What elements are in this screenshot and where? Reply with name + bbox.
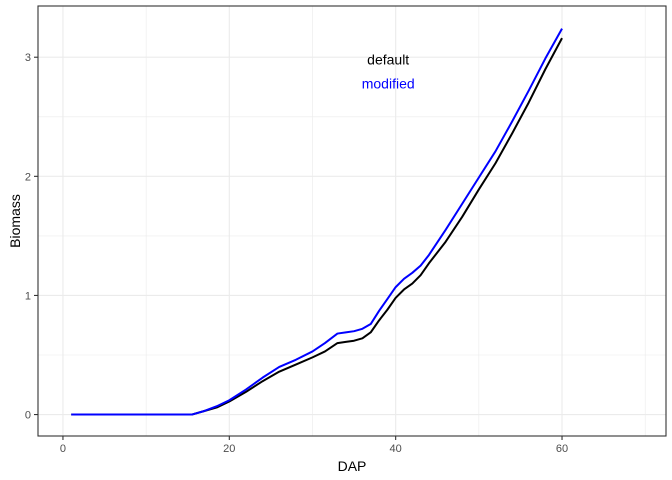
x-axis-title: DAP <box>338 458 367 474</box>
annotation-modified: modified <box>362 75 415 91</box>
series-line-modified <box>71 28 563 416</box>
y-axis-title: Biomass <box>7 194 23 248</box>
x-tick-label: 60 <box>556 443 568 455</box>
minor-gridlines <box>38 6 666 436</box>
y-tick-label: 3 <box>25 52 31 64</box>
axis-ticks: 0 20 40 60 0 1 2 3 <box>25 52 568 455</box>
panel-background <box>38 6 666 436</box>
annotation-layer: default modified <box>362 52 415 92</box>
x-tick-label: 20 <box>223 443 235 455</box>
x-tick-label: 0 <box>60 443 66 455</box>
y-tick-label: 1 <box>25 290 31 302</box>
series-line-default <box>71 37 563 416</box>
annotation-default: default <box>367 52 409 68</box>
x-tick-label: 40 <box>390 443 402 455</box>
panel-border <box>37 5 667 437</box>
y-tick-label: 0 <box>25 410 31 422</box>
series-layer <box>71 28 563 416</box>
y-tick-label: 2 <box>25 171 31 183</box>
